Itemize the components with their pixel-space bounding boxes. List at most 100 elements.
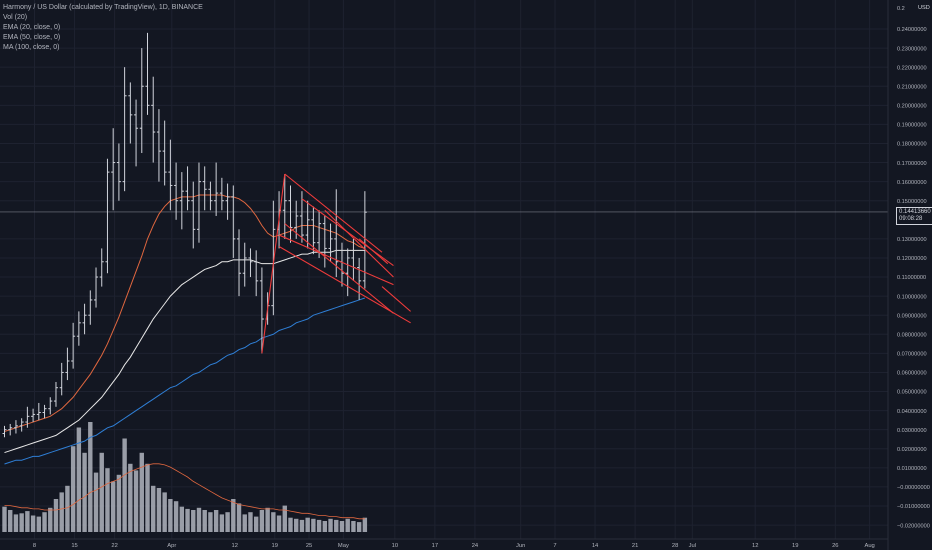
volume-bar xyxy=(173,501,179,532)
ohlc-bar xyxy=(328,223,333,262)
price-tick-label: 0.13000000 xyxy=(897,237,927,243)
ohlc-bar xyxy=(122,67,127,192)
price-tick-label: 0.04000000 xyxy=(897,409,927,415)
volume-bar xyxy=(311,518,316,532)
ohlc-bar xyxy=(282,174,287,239)
ohlc-bar xyxy=(94,267,99,308)
price-tick-label: 0.01000000 xyxy=(897,466,927,472)
ma100-line xyxy=(4,297,366,465)
ohlc-bar xyxy=(145,32,150,115)
volume-bar xyxy=(271,512,276,532)
price-tick-label: 0.2 xyxy=(897,6,905,12)
indicator-vol[interactable]: Vol (20) xyxy=(3,14,28,21)
currency-label: USD xyxy=(918,5,930,11)
pattern-drawings[interactable] xyxy=(261,173,411,354)
ohlc-bar xyxy=(174,162,179,220)
volume-bar xyxy=(145,463,150,532)
ohlc-bar xyxy=(345,248,350,297)
volume-bars xyxy=(2,422,368,532)
volume-bar xyxy=(59,492,64,532)
volume-bar xyxy=(213,510,219,532)
indicator-ma100[interactable]: MA (100, close, 0) xyxy=(3,44,60,51)
ohlc-bar xyxy=(48,397,53,415)
ohlc-bar xyxy=(8,423,13,436)
ohlc-bar xyxy=(88,290,93,325)
ohlc-bar xyxy=(299,191,304,243)
time-tick-label: May xyxy=(338,543,349,549)
volume-bar xyxy=(179,506,185,532)
volume-bar xyxy=(334,519,339,532)
volume-bar xyxy=(339,521,345,532)
price-tick-label: 0.10000000 xyxy=(897,294,927,300)
volume-bar xyxy=(265,507,270,532)
volume-bar xyxy=(156,488,162,532)
ohlc-bar xyxy=(128,82,133,144)
volume-bar xyxy=(225,512,230,532)
volume-bar xyxy=(88,422,93,532)
ohlc-bar xyxy=(111,128,116,211)
time-tick-label: 19 xyxy=(792,543,798,549)
volume-bar xyxy=(236,503,242,532)
price-tick-label: 0.11000000 xyxy=(897,275,926,281)
volume-bar xyxy=(116,474,122,532)
indicator-ema50[interactable]: EMA (50, close, 0) xyxy=(3,34,61,41)
volume-bar xyxy=(322,521,328,532)
ohlc-bar xyxy=(151,76,156,163)
volume-bar xyxy=(316,519,322,532)
price-tick-label: 0.07000000 xyxy=(897,352,927,358)
volume-bar xyxy=(231,499,236,532)
price-tick-label: 0.20000000 xyxy=(897,104,927,110)
ohlc-bar xyxy=(202,166,207,211)
indicator-ema20[interactable]: EMA (20, close, 0) xyxy=(3,24,61,31)
volume-bar xyxy=(168,499,173,532)
last-price-tag: 0.14413660 09:08:28 xyxy=(896,207,932,225)
price-tick-label: 0.15000000 xyxy=(897,199,927,205)
ohlc-bar xyxy=(242,242,247,287)
time-tick-label: 24 xyxy=(472,543,479,549)
projection-line xyxy=(358,238,389,265)
ohlc-bar xyxy=(65,347,70,381)
ohlc-bar xyxy=(134,99,139,167)
chart-grid xyxy=(0,0,888,539)
time-tick-label: 26 xyxy=(832,543,838,549)
volume-bar xyxy=(248,512,253,532)
volume-bar xyxy=(242,514,247,532)
time-tick-label: Jul xyxy=(689,543,696,549)
price-tick-label: −0.02000000 xyxy=(897,523,930,529)
volume-bar xyxy=(19,513,24,532)
ohlc-bar xyxy=(82,303,87,335)
price-tick-label: 0.17000000 xyxy=(897,161,927,167)
ohlc-bar xyxy=(271,200,276,316)
ohlc-bar xyxy=(311,206,316,255)
volume-bar xyxy=(328,518,333,532)
ohlc-bar xyxy=(231,185,236,258)
time-tick-label: 8 xyxy=(33,543,36,549)
channel-line xyxy=(324,209,394,278)
price-tick-label: 0.02000000 xyxy=(897,447,927,453)
price-tick-label: 0.24000000 xyxy=(897,27,927,33)
ohlc-bar xyxy=(2,425,7,438)
volume-bar xyxy=(139,452,144,532)
ohlc-bar xyxy=(259,267,264,354)
channel-line xyxy=(278,234,394,286)
ohlc-bar xyxy=(139,48,144,154)
volume-bar xyxy=(202,510,207,532)
time-tick-label: 12 xyxy=(752,543,758,549)
time-tick-label: Jun xyxy=(516,543,525,549)
ohlc-bar xyxy=(334,189,339,278)
volume-bar xyxy=(25,511,30,532)
volume-bar xyxy=(76,427,82,532)
volume-bar xyxy=(151,485,156,532)
ohlc-bar xyxy=(214,162,219,216)
bar-countdown: 09:08:28 xyxy=(899,216,923,222)
volume-bar xyxy=(294,518,299,532)
price-tick-label: 0.12000000 xyxy=(897,256,927,262)
last-price-value: 0.14413660 xyxy=(899,209,931,215)
volume-bar xyxy=(305,517,310,532)
ohlc-bar xyxy=(53,381,58,407)
volume-bar xyxy=(13,514,19,532)
volume-bar xyxy=(162,492,167,532)
volume-bar xyxy=(70,446,76,532)
ohlc-bar xyxy=(168,139,173,211)
